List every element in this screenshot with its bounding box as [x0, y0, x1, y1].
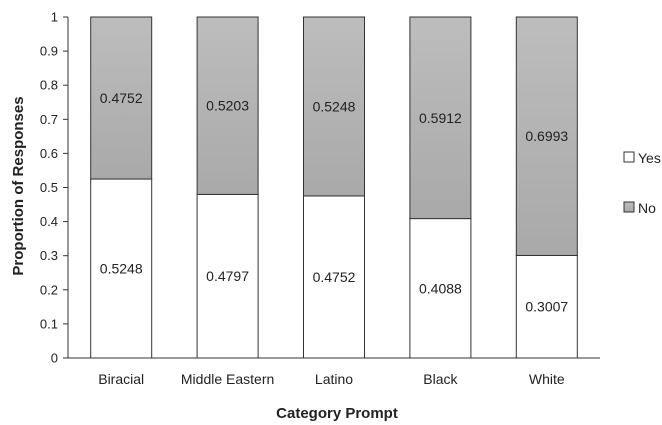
- y-tick-label: 0.7: [40, 112, 58, 127]
- bar-segment-yes: [196, 193, 259, 359]
- y-tick-label: 0.2: [40, 282, 58, 297]
- data-label-yes: 0.3007: [525, 299, 568, 315]
- y-tick-label: 0.1: [40, 316, 58, 331]
- bar-segment-no: [90, 16, 153, 180]
- y-tick-label: 0.3: [40, 248, 58, 263]
- bar-segment-yes: [409, 218, 472, 359]
- x-category-label: Biracial: [98, 371, 144, 387]
- data-label-yes: 0.4752: [313, 269, 356, 285]
- y-tick-label: 1: [51, 10, 58, 25]
- x-category-label: Latino: [315, 371, 353, 387]
- y-axis-ticks: 0 0.1 0.2 0.3 0.4 0.5 0.6 0.7 0.8 0.9 1: [40, 10, 68, 366]
- data-label-no: 0.5203: [206, 98, 249, 114]
- x-axis-title: Category Prompt: [276, 405, 398, 422]
- legend: Yes No: [623, 150, 661, 216]
- data-label-yes: 0.4088: [419, 280, 462, 296]
- legend-label-yes: Yes: [638, 150, 661, 166]
- x-category-label: White: [529, 371, 565, 387]
- bar-segment-yes: [515, 254, 578, 359]
- legend-label-no: No: [638, 200, 656, 216]
- y-tick-label: 0.5: [40, 180, 58, 195]
- legend-swatch-yes: [623, 151, 635, 163]
- y-tick-label: 0.6: [40, 146, 58, 161]
- data-label-yes: 0.4797: [206, 268, 249, 284]
- x-category-label: Middle Eastern: [181, 371, 274, 387]
- data-label-no: 0.6993: [525, 128, 568, 144]
- bars: 0.5248 0.4752 0.4797 0.5203 0.4752 0.5248 0.40…: [90, 16, 578, 359]
- y-tick-label: 0.9: [40, 44, 58, 59]
- y-tick-label: 0.4: [40, 214, 58, 229]
- bar-segment-yes: [303, 195, 365, 359]
- bar-segment-no: [409, 16, 472, 220]
- x-axis-labels: Biracial Middle Eastern Latino Black White: [98, 371, 565, 387]
- y-axis-title: Proportion of Responses: [10, 96, 27, 275]
- data-label-yes: 0.5248: [100, 261, 143, 277]
- bar-segment-no: [515, 16, 578, 256]
- data-label-no: 0.5912: [419, 110, 462, 126]
- legend-swatch-no: [623, 201, 635, 213]
- data-label-no: 0.5248: [313, 98, 356, 114]
- data-label-no: 0.4752: [100, 90, 143, 106]
- y-tick-label: 0.8: [40, 78, 58, 93]
- bar-segment-yes: [90, 178, 153, 359]
- y-tick-label: 0: [51, 351, 58, 366]
- bar-segment-no: [196, 16, 259, 195]
- x-category-label: Black: [423, 371, 458, 387]
- bar-segment-no: [303, 16, 365, 197]
